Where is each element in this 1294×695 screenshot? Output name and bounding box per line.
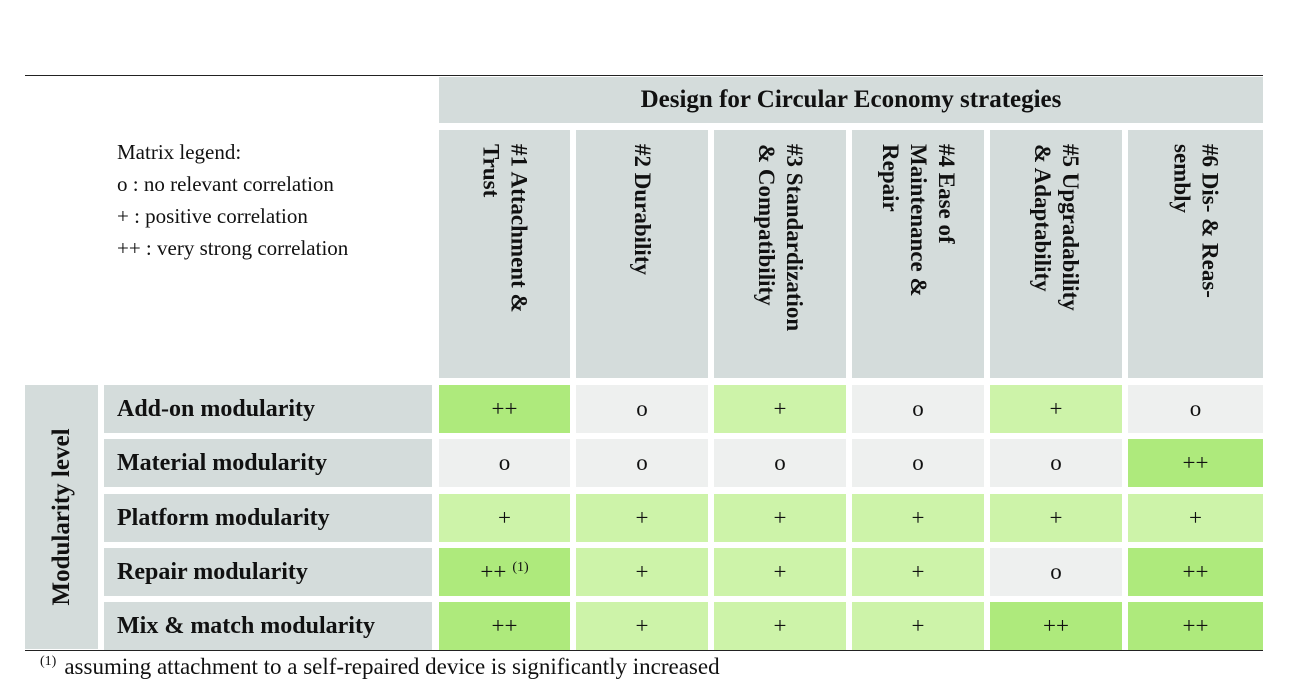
row-label: Add-on modularity bbox=[104, 385, 432, 433]
cell-value: o bbox=[636, 396, 648, 421]
cell-value: ++ bbox=[491, 396, 518, 421]
column-header-attachment: #1 Attachment & Trust bbox=[439, 130, 570, 378]
cell-value: o bbox=[912, 396, 924, 421]
bottom-rule bbox=[25, 650, 1263, 651]
matrix-cell: o bbox=[990, 439, 1122, 487]
matrix-cell: o bbox=[439, 439, 570, 487]
cell-value: ++ bbox=[1182, 613, 1209, 638]
matrix-cell: ++ (1) bbox=[439, 548, 570, 596]
matrix-cell: ++ bbox=[1128, 602, 1263, 650]
column-header-disassembly: #6 Dis- & Reas- sembly bbox=[1128, 130, 1263, 378]
matrix-cell: o bbox=[852, 385, 984, 433]
matrix-cell: + bbox=[990, 385, 1122, 433]
strategies-header: Design for Circular Economy strategies bbox=[439, 77, 1263, 123]
row-label: Material modularity bbox=[104, 439, 432, 487]
cell-value: o bbox=[1050, 450, 1062, 475]
matrix-cell: o bbox=[714, 439, 846, 487]
modularity-level-label: Modularity level bbox=[25, 385, 98, 649]
legend-item-positive: + : positive correlation bbox=[117, 204, 308, 228]
cell-value: ++ bbox=[491, 613, 518, 638]
matrix-cell: + bbox=[714, 548, 846, 596]
matrix-cell: ++ bbox=[1128, 548, 1263, 596]
cell-value: + bbox=[1189, 505, 1202, 530]
column-label: #1 Attachment & Trust bbox=[478, 144, 532, 313]
matrix-cell: + bbox=[576, 494, 708, 542]
matrix-cell: + bbox=[852, 548, 984, 596]
matrix-cell: o bbox=[990, 548, 1122, 596]
side-label-text: Modularity level bbox=[47, 428, 75, 606]
matrix-legend: Matrix legend: o : no relevant correlati… bbox=[117, 136, 348, 264]
matrix-cell: + bbox=[576, 602, 708, 650]
cell-value: ++ bbox=[1043, 613, 1069, 638]
matrix-cell: + bbox=[714, 602, 846, 650]
matrix-cell: + bbox=[1128, 494, 1263, 542]
cell-value: + bbox=[773, 505, 787, 530]
cell-value: o bbox=[912, 450, 924, 475]
cell-value: + bbox=[911, 505, 925, 530]
cell-value: + bbox=[635, 505, 649, 530]
matrix-cell: + bbox=[852, 602, 984, 650]
legend-title: Matrix legend: bbox=[117, 140, 242, 164]
column-label: #6 Dis- & Reas- sembly bbox=[1169, 144, 1223, 298]
matrix-cell: ++ bbox=[990, 602, 1122, 650]
cell-value: o bbox=[774, 450, 786, 475]
column-label: #3 Standardization & Compatibility bbox=[754, 144, 807, 332]
cell-value: + bbox=[1049, 396, 1063, 421]
cell-value: + bbox=[635, 559, 649, 584]
matrix-cell: o bbox=[852, 439, 984, 487]
cell-value: o bbox=[636, 450, 648, 475]
row-label: Mix & match modularity bbox=[104, 602, 432, 650]
cell-value: ++ bbox=[1182, 450, 1209, 475]
cell-value: + bbox=[1049, 505, 1063, 530]
matrix-cell: + bbox=[576, 548, 708, 596]
column-header-durability: #2 Durability bbox=[576, 130, 708, 378]
matrix-cell: ++ bbox=[439, 602, 570, 650]
cell-value: + bbox=[773, 559, 787, 584]
footnote: (1) assuming attachment to a self-repaire… bbox=[40, 654, 720, 680]
cell-value: o bbox=[1189, 396, 1202, 421]
cell-value: ++ bbox=[1182, 559, 1209, 584]
row-label: Repair modularity bbox=[104, 548, 432, 596]
column-label: #4 Ease of Maintenance & Repair bbox=[878, 144, 959, 297]
matrix-cell: ++ bbox=[1128, 439, 1263, 487]
matrix-cell: o bbox=[576, 439, 708, 487]
matrix-cell: + bbox=[714, 494, 846, 542]
cell-value: + bbox=[498, 505, 511, 530]
column-header-upgradability: #5 Upgradability & Adaptability bbox=[990, 130, 1122, 378]
cell-value: + bbox=[773, 613, 787, 638]
top-rule bbox=[25, 75, 1263, 76]
legend-item-very-strong: ++ : very strong correlation bbox=[117, 236, 349, 260]
cell-value: + bbox=[635, 613, 649, 638]
column-label: #5 Upgradability & Adaptability bbox=[1030, 144, 1083, 311]
cell-value: o bbox=[1050, 559, 1062, 584]
column-header-standardization: #3 Standardization & Compatibility bbox=[714, 130, 846, 378]
matrix-cell: + bbox=[439, 494, 570, 542]
cell-value: + bbox=[773, 396, 787, 421]
cell-value: + bbox=[911, 613, 925, 638]
cell-value: ++ bbox=[480, 559, 507, 584]
footnote-text: assuming attachment to a self-repaired d… bbox=[64, 654, 720, 679]
matrix-cell: + bbox=[852, 494, 984, 542]
footnote-ref: (1) bbox=[512, 560, 529, 575]
row-label: Platform modularity bbox=[104, 494, 432, 542]
cell-value: o bbox=[498, 450, 511, 475]
footnote-marker: (1) bbox=[40, 654, 57, 670]
matrix-cell: + bbox=[990, 494, 1122, 542]
matrix-cell: + bbox=[714, 385, 846, 433]
strategies-title: Design for Circular Economy strategies bbox=[640, 86, 1062, 113]
matrix-cell: o bbox=[1128, 385, 1263, 433]
cell-value: + bbox=[911, 559, 925, 584]
legend-item-none: o : no relevant correlation bbox=[117, 172, 334, 196]
column-header-maintenance: #4 Ease of Maintenance & Repair bbox=[852, 130, 984, 378]
column-label: #2 Durability bbox=[630, 144, 655, 275]
matrix-cell: o bbox=[576, 385, 708, 433]
matrix-cell: ++ bbox=[439, 385, 570, 433]
